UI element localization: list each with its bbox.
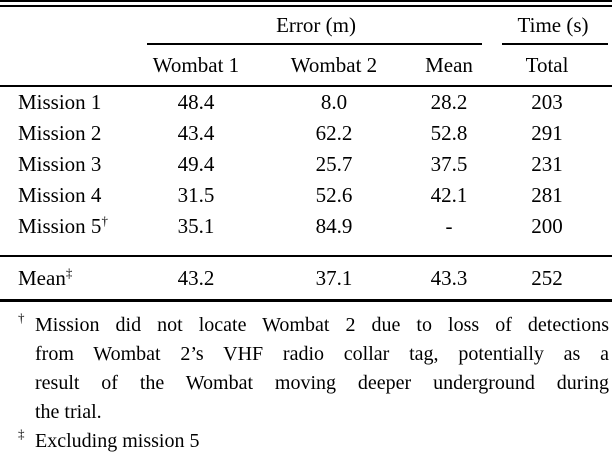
data-cell: 8.0 <box>320 90 348 114</box>
group-header-row: Error (m) Time (s) <box>0 7 612 45</box>
data-cell: 252 <box>482 256 612 302</box>
empty-header-cell <box>0 7 140 45</box>
table-row-mission-4: Mission 4 31.5 52.6 42.1 281 <box>0 180 612 211</box>
data-cell: 25.7 <box>315 152 353 176</box>
data-cell: 43.4 <box>177 121 215 145</box>
row-label-text: Mean <box>18 265 66 290</box>
data-cell: 200 <box>482 211 612 257</box>
column-header-wombat2: Wombat 2 <box>252 45 416 87</box>
data-cell: 52.8 <box>430 121 468 145</box>
table-row-mission-1: Mission 1 48.4 8.0 28.2 203 <box>0 86 612 118</box>
footnote-line: Excluding mission 5 <box>35 430 200 452</box>
footnote-line: from Wombat 2’s VHF radio collar tag, po… <box>35 343 609 365</box>
time-group-rule <box>502 43 609 45</box>
row-label-text: Mission 5 <box>18 214 102 238</box>
table-row-mission-5: Mission 5† 35.1 84.9 - 200 <box>0 211 612 257</box>
data-cell: 62.2 <box>315 121 353 145</box>
data-cell: 28.2 <box>430 90 468 114</box>
row-label-text: Mission 1 <box>18 90 102 114</box>
data-cell: 43.2 <box>140 256 252 302</box>
data-cell: 37.5 <box>430 152 468 176</box>
table-row-mission-3: Mission 3 49.4 25.7 37.5 231 <box>0 149 612 180</box>
footnote-line: the trial. <box>35 401 102 423</box>
data-cell: 49.4 <box>177 152 215 176</box>
footnote-line: result of the Wombat moving deeper under… <box>35 372 609 394</box>
row-label: Mission 3 <box>0 149 140 180</box>
row-label-text: Mission 3 <box>18 152 102 176</box>
footnote-dagger: † Mission did not locate Wombat 2 due to… <box>18 310 609 427</box>
column-header-wombat1: Wombat 1 <box>140 45 252 87</box>
table-row-mean-summary: Mean‡ 43.2 37.1 43.3 252 <box>0 256 612 302</box>
results-table: Error (m) Time (s) Wombat 1 Wombat 2 Mea… <box>0 7 612 302</box>
data-cell: 52.6 <box>315 183 353 207</box>
data-cell: 35.1 <box>140 211 252 257</box>
double-dagger-marker: ‡ <box>18 426 25 441</box>
data-cell: 43.3 <box>416 256 483 302</box>
data-cell: 231 <box>531 152 563 176</box>
dagger-footnote-marker: † <box>101 213 108 228</box>
row-label: Mission 4 <box>0 180 140 211</box>
error-group-label: Error (m) <box>276 13 356 37</box>
row-label-text: Mission 4 <box>18 183 102 207</box>
error-group-rule <box>147 43 483 45</box>
row-label: Mean‡ <box>0 256 140 302</box>
row-label-text: Mission 2 <box>18 121 102 145</box>
time-group-header: Time (s) <box>482 7 612 45</box>
table-row-mission-2: Mission 2 43.4 62.2 52.8 291 <box>0 118 612 149</box>
data-cell: 203 <box>531 90 563 114</box>
column-header-mean: Mean <box>416 45 483 87</box>
row-label: Mission 5† <box>0 211 140 257</box>
column-header-total: Total <box>482 45 612 87</box>
table-top-double-rule <box>0 0 612 7</box>
error-group-header: Error (m) <box>140 7 483 45</box>
data-cell: 37.1 <box>252 256 416 302</box>
data-cell: 31.5 <box>177 183 215 207</box>
footnote-double-dagger: ‡ Excluding mission 5 <box>18 426 609 456</box>
row-label: Mission 2 <box>0 118 140 149</box>
data-cell: 84.9 <box>252 211 416 257</box>
footnotes: † Mission did not locate Wombat 2 due to… <box>0 310 612 456</box>
data-cell: 291 <box>531 121 563 145</box>
data-cell: 281 <box>531 183 563 207</box>
row-label: Mission 1 <box>0 86 140 118</box>
time-group-label: Time (s) <box>517 13 589 37</box>
empty-header-cell <box>0 45 140 87</box>
footnote-line: Mission did not locate Wombat 2 due to l… <box>35 314 609 336</box>
data-cell: 42.1 <box>430 183 468 207</box>
column-header-row: Wombat 1 Wombat 2 Mean Total <box>0 45 612 87</box>
data-cell: - <box>416 211 483 257</box>
dagger-marker: † <box>18 310 25 325</box>
data-cell: 48.4 <box>177 90 215 114</box>
double-dagger-footnote-marker: ‡ <box>65 264 73 280</box>
